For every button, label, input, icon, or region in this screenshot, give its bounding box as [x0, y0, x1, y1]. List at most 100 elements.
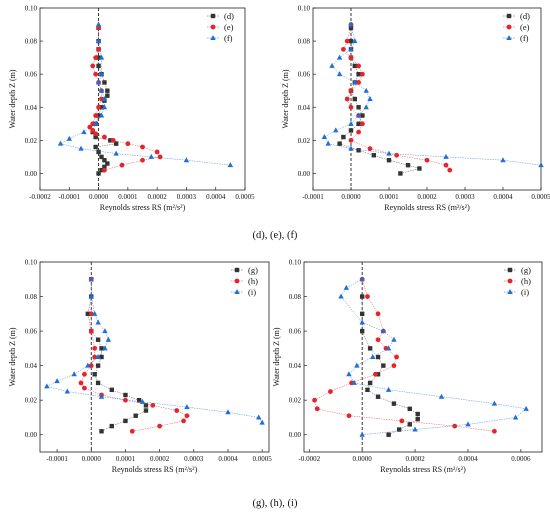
data-point: [96, 25, 101, 31]
y-tick-label: 0.10: [298, 5, 311, 13]
data-point: [98, 112, 105, 118]
data-point: [64, 388, 71, 394]
data-point: [328, 389, 333, 394]
y-tick-label: 0.10: [289, 259, 302, 267]
data-point: [491, 400, 498, 406]
data-point: [405, 162, 411, 168]
chart-panel-g-h-i-right: -0.0002 0.0000 0.0002 0.0004 0.0006 0.00 0.02 0…: [272, 259, 543, 474]
data-point: [371, 153, 376, 158]
data-point: [336, 54, 343, 60]
data-point: [356, 148, 361, 153]
data-point: [102, 328, 108, 334]
x-tick-label: 0.0004: [493, 193, 513, 201]
data-point: [352, 79, 358, 85]
series-connector-line: [314, 279, 495, 432]
series-h: [312, 276, 497, 434]
legend-marker: [507, 267, 513, 273]
x-tick-label: 0.0004: [218, 455, 238, 463]
data-point: [412, 426, 418, 432]
data-point: [375, 394, 381, 399]
data-point: [123, 418, 128, 424]
y-tick-label: 0.08: [25, 38, 38, 46]
data-point: [133, 413, 138, 418]
data-point: [359, 311, 365, 317]
data-point: [348, 25, 354, 31]
y-axis-label: Water depth Z (m): [281, 69, 290, 128]
legend-marker: [506, 24, 512, 30]
y-axis-label: Water depth Z (m): [8, 69, 17, 128]
data-point: [359, 276, 365, 282]
data-point: [119, 162, 125, 168]
data-point: [105, 161, 110, 166]
data-point: [344, 38, 350, 44]
data-point: [321, 134, 328, 140]
series-connector-line: [361, 296, 418, 435]
data-point: [110, 137, 116, 143]
data-point: [352, 38, 358, 44]
x-tick-label: 0.0001: [379, 193, 399, 201]
y-tick-label: 0.00: [25, 170, 38, 178]
data-point: [105, 88, 110, 93]
series-connector-line: [340, 279, 527, 435]
data-point: [96, 113, 101, 118]
y-tick-label: 0.04: [25, 362, 38, 370]
legend-marker: [234, 278, 240, 284]
data-point: [351, 379, 357, 385]
data-point: [44, 383, 50, 389]
legend-marker: [507, 289, 513, 294]
legend: (d)(e)(f): [503, 11, 530, 43]
data-point: [93, 55, 99, 61]
y-tick-label: 0.04: [289, 362, 302, 370]
data-point: [344, 96, 350, 102]
data-point: [93, 71, 99, 77]
data-point: [256, 414, 262, 420]
data-point: [329, 62, 335, 68]
x-tick-label: -0.0002: [298, 455, 320, 463]
data-point: [92, 345, 98, 351]
data-point: [391, 401, 397, 406]
data-point: [386, 432, 391, 437]
x-tick-label: 0.0000: [89, 193, 109, 201]
data-point: [90, 63, 96, 69]
data-point: [88, 293, 94, 299]
series-i: [338, 276, 529, 437]
data-point: [87, 124, 93, 130]
data-point: [92, 372, 97, 377]
data-point: [348, 46, 354, 52]
data-point: [109, 387, 114, 393]
data-point: [341, 46, 346, 52]
data-point: [92, 120, 99, 126]
x-tick-label: 0.0000: [341, 193, 361, 201]
x-tick-label: 0.0002: [148, 193, 168, 201]
legend: (g)(h)(i): [504, 265, 531, 297]
legend-marker: [507, 278, 513, 284]
data-point: [57, 140, 64, 146]
y-tick-label: 0.02: [289, 397, 302, 405]
y-tick-label: 0.04: [25, 104, 38, 112]
x-tick-label: 0.0003: [455, 193, 475, 201]
y-tick-label: 0.06: [25, 328, 38, 336]
data-point: [346, 371, 352, 377]
data-point: [95, 354, 101, 359]
data-point: [348, 145, 354, 151]
plot-frame: [39, 7, 246, 191]
data-point: [90, 128, 96, 133]
data-point: [443, 162, 449, 168]
legend-marker: [210, 24, 216, 30]
data-point: [143, 408, 149, 413]
data-point: [356, 129, 361, 135]
data-point: [102, 80, 107, 85]
x-tick-label: 0.0000: [353, 455, 373, 463]
data-point: [102, 345, 108, 351]
y-tick-label: 0.06: [298, 71, 311, 79]
y-tick-label: 0.06: [289, 328, 302, 336]
data-point: [500, 157, 506, 163]
data-point: [365, 294, 370, 299]
data-point: [346, 413, 352, 419]
data-point: [109, 423, 114, 429]
data-point: [359, 431, 365, 437]
data-point: [99, 105, 104, 110]
x-tick-label: 0.0005: [531, 193, 550, 201]
data-point: [101, 96, 108, 101]
data-point: [96, 55, 101, 60]
